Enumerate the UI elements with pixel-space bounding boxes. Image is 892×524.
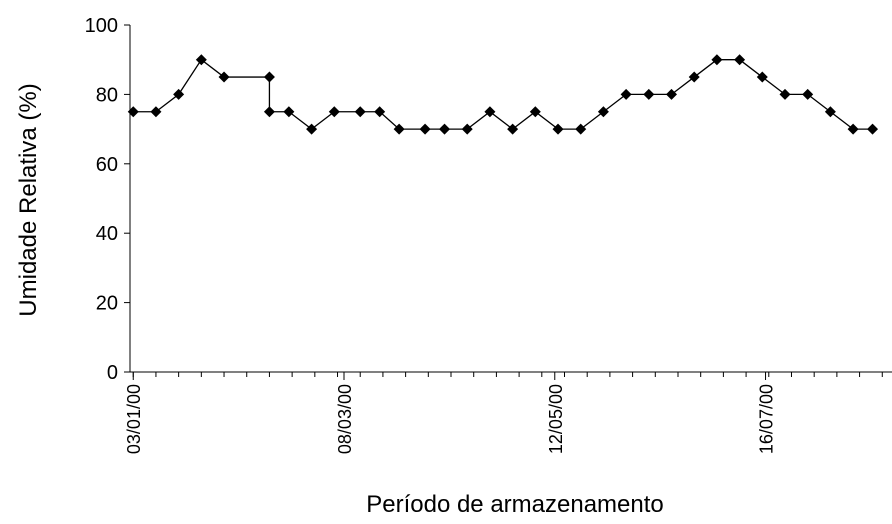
data-point — [666, 88, 678, 100]
y-tick-label: 100 — [85, 15, 118, 37]
data-point — [195, 54, 207, 66]
data-point — [620, 88, 632, 100]
y-tick-label: 20 — [96, 293, 118, 315]
y-tick-label: 40 — [96, 223, 118, 245]
data-point — [218, 71, 230, 83]
data-point — [263, 106, 275, 118]
data-point — [756, 71, 768, 83]
data-point — [439, 123, 451, 135]
y-tick-label: 60 — [96, 154, 118, 176]
y-tick-label: 0 — [107, 362, 118, 384]
data-point — [552, 123, 564, 135]
y-tick-label: 80 — [96, 84, 118, 106]
data-line — [133, 58, 873, 130]
data-point — [328, 106, 340, 118]
data-point — [734, 54, 746, 66]
data-point — [847, 123, 859, 135]
data-point — [374, 106, 386, 118]
data-point — [393, 123, 405, 135]
data-point — [173, 88, 185, 100]
x-tick-label: 03/01/00 — [124, 384, 144, 454]
data-point — [867, 123, 879, 135]
data-point — [127, 106, 139, 118]
data-point — [507, 123, 519, 135]
data-point — [354, 106, 366, 118]
data-point — [597, 106, 609, 118]
data-point — [711, 54, 723, 66]
x-tick-label: 12/05/00 — [546, 384, 566, 454]
data-point — [150, 106, 162, 118]
data-point — [263, 71, 275, 83]
x-tick-label: 08/03/00 — [335, 384, 355, 454]
data-point — [419, 123, 431, 135]
data-point — [306, 123, 318, 135]
data-point — [824, 106, 836, 118]
data-point — [802, 88, 814, 100]
data-point — [643, 88, 655, 100]
data-point — [283, 106, 295, 118]
data-point — [529, 106, 541, 118]
data-point — [461, 123, 473, 135]
data-point — [484, 106, 496, 118]
data-point — [688, 71, 700, 83]
data-point — [575, 123, 587, 135]
data-point — [779, 88, 791, 100]
y-axis-label: Umidade Relativa (%) — [15, 83, 42, 316]
x-axis-label: Período de armazenamento — [366, 491, 664, 518]
x-tick-label: 16/07/00 — [757, 384, 777, 454]
